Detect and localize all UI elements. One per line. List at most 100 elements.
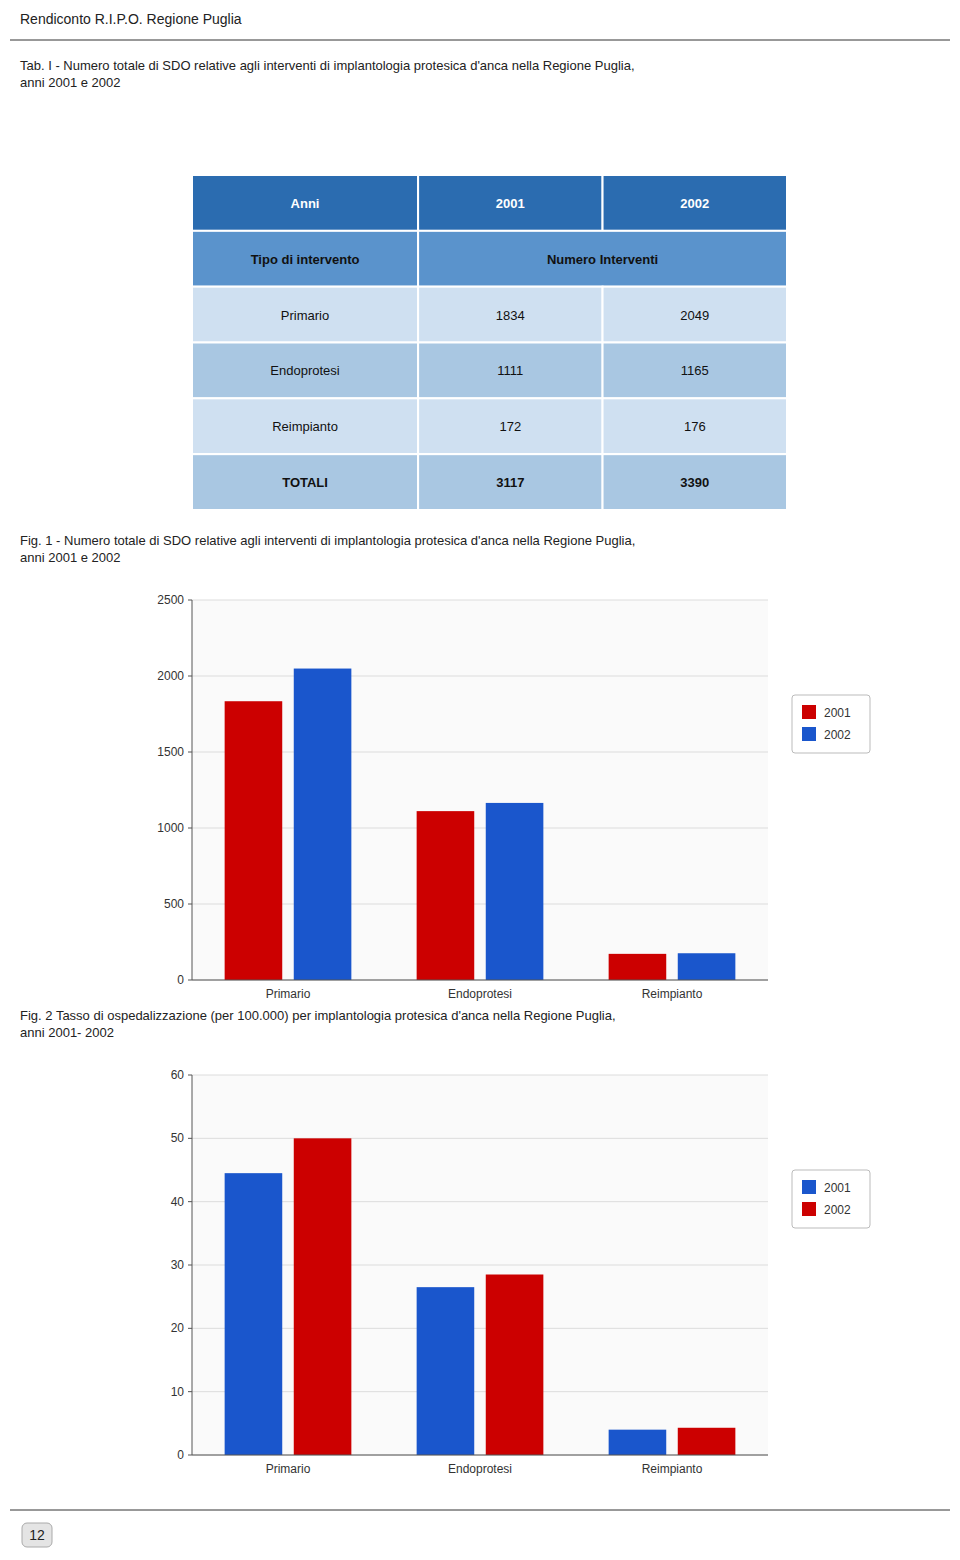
table-cell-text: 1834: [496, 308, 525, 323]
table-cell: [418, 175, 602, 231]
legend-swatch: [802, 1202, 816, 1216]
table-cell: [192, 398, 418, 454]
table-cell-text: 176: [684, 419, 706, 434]
bar: [417, 1287, 475, 1455]
table-cell-text: 2002: [680, 196, 709, 211]
table: Anni 2001 2002 Tipo di intervento Numero Int…: [192, 175, 787, 510]
footer-box: [22, 1523, 52, 1547]
y-tick: [188, 828, 192, 829]
legend: 20012002: [792, 695, 870, 753]
y-tick-label: 500: [164, 897, 184, 911]
bar: [225, 701, 283, 980]
table-cell-text: TOTALI: [282, 475, 328, 490]
y-tick-label: 0: [177, 1448, 184, 1462]
plot-background: [192, 600, 768, 980]
table-cell: [603, 175, 787, 231]
table-cell-text: Reimpianto: [272, 419, 338, 434]
y-axis: [192, 1075, 193, 1455]
table-cell: [192, 454, 418, 510]
table-cell: [603, 287, 787, 343]
grid-line: [192, 1138, 768, 1139]
bar: [294, 669, 352, 980]
plot: [188, 1075, 768, 1455]
y-tick: [188, 1075, 192, 1076]
bar: [225, 1173, 283, 1455]
table-cell-text: 3390: [680, 475, 709, 490]
table-cell: [418, 343, 602, 399]
footer-rule: [10, 1510, 950, 1511]
x-tick-label: Endoprotesi: [448, 987, 512, 1001]
legend-frame: [792, 695, 870, 753]
table-cell: [603, 343, 787, 399]
table-cell: [192, 343, 418, 399]
y-tick: [188, 1328, 192, 1329]
legend-swatch: [802, 727, 816, 741]
grid-line: [192, 1455, 768, 1456]
page: Rendiconto R.I.P.O. Regione Puglia 12 Tab.…: [0, 0, 960, 1560]
bar: [678, 953, 736, 980]
table-cell-text: 2049: [680, 308, 709, 323]
legend-label: 2002: [824, 1203, 851, 1217]
header-text: Rendiconto R.I.P.O. Regione Puglia: [20, 11, 242, 27]
y-tick: [188, 1455, 192, 1456]
bar: [609, 1430, 667, 1455]
y-tick: [188, 1138, 192, 1139]
bar: [294, 1138, 352, 1455]
grid-line: [192, 1075, 768, 1076]
table-cell: [192, 287, 418, 343]
y-tick-label: 60: [171, 1068, 185, 1082]
bar: [486, 1275, 544, 1456]
legend: 2001 2002: [792, 1170, 870, 1228]
bar: [678, 1428, 736, 1455]
table-cell-text: 2001: [496, 196, 525, 211]
page-number: 12: [29, 1527, 45, 1543]
y-tick: [188, 752, 192, 753]
grid-line: [192, 980, 768, 981]
y-tick-label: 30: [171, 1258, 185, 1272]
bars: [225, 669, 736, 980]
table-title: Tab. I - Numero totale di SDO relative a…: [20, 58, 635, 90]
plot: [188, 600, 768, 980]
chart-title: Fig. 2 Tasso di ospedalizzazione (per 10…: [20, 1008, 616, 1040]
x-tick-label: Endoprotesi: [448, 1462, 512, 1476]
table-cell-text: Numero Interventi: [547, 252, 658, 267]
x-axis: [192, 980, 768, 981]
y-tick-label: 2000: [157, 669, 184, 683]
x-axis: [192, 1455, 768, 1456]
grid-line: [192, 676, 768, 677]
table-cell: [418, 454, 602, 510]
table-cell: [192, 175, 418, 231]
table-cell-text: 1165: [681, 363, 709, 378]
y-tick-label: 1000: [157, 821, 184, 835]
table-cell-text: 172: [499, 419, 521, 434]
bar: [486, 803, 544, 980]
y-tick: [188, 1201, 192, 1202]
plot-background: [192, 1075, 768, 1455]
header-rule: [10, 40, 950, 41]
y-tick: [188, 980, 192, 981]
legend-label: 2001: [824, 1181, 851, 1195]
x-tick-label: Primario: [266, 987, 311, 1001]
table-cell-text: 3117: [496, 475, 524, 490]
table-cell: [418, 231, 787, 287]
y-tick: [188, 904, 192, 905]
bar: [609, 954, 667, 980]
table-cell-text: 1111: [497, 363, 523, 378]
table-cell-text: Tipo di intervento: [251, 252, 360, 267]
legend-swatch: [802, 705, 816, 719]
y-tick-label: 0: [177, 973, 184, 987]
y-axis: [192, 600, 193, 980]
y-tick: [188, 1265, 192, 1266]
table-cell-text: Anni: [291, 196, 320, 211]
y-tick-label: 20: [171, 1321, 185, 1335]
grid-line: [192, 600, 768, 601]
x-tick-label: Primario: [266, 1462, 311, 1476]
table-cell: [418, 287, 602, 343]
y-tick-label: 2500: [157, 593, 184, 607]
y-tick-label: 1500: [157, 745, 184, 759]
y-tick-label: 10: [171, 1385, 185, 1399]
chart-title: Fig. 1 - Numero totale di SDO relative a…: [20, 533, 635, 565]
table-cell-text: Primario: [281, 308, 329, 323]
bars: [225, 1138, 736, 1455]
legend-label: 2002: [824, 728, 851, 742]
